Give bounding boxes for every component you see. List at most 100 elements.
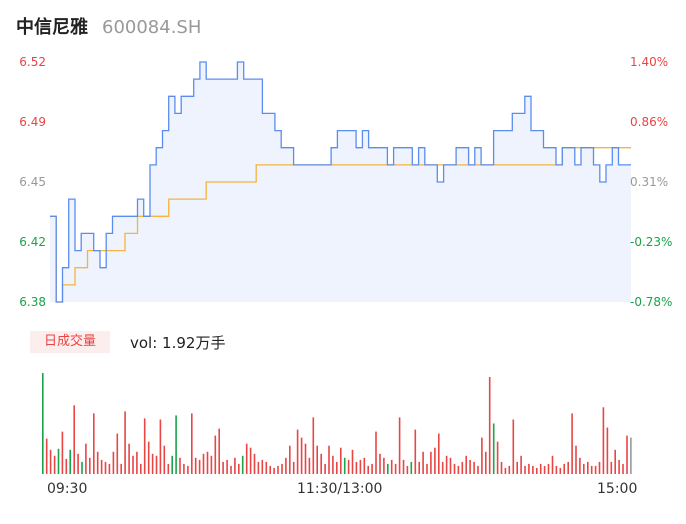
- volume-bar: [304, 443, 307, 474]
- volume-bar: [218, 428, 220, 475]
- stock-code: 600084.SH: [102, 17, 202, 38]
- volume-bar: [42, 373, 44, 474]
- stock-name: 中信尼雅: [16, 17, 88, 38]
- volume-bar: [328, 445, 330, 474]
- volume-bar: [308, 457, 311, 474]
- volume-bar: [343, 457, 346, 474]
- price-line: [50, 61, 631, 303]
- volume-bar: [398, 417, 401, 474]
- volume-bar: [512, 419, 515, 474]
- volume-bar: [618, 459, 620, 474]
- volume-bar: [539, 463, 542, 474]
- volume-bar: [89, 457, 91, 474]
- volume-bar: [626, 435, 628, 474]
- volume-bar: [45, 438, 48, 474]
- volume-bar: [202, 453, 205, 474]
- volume-bar: [445, 455, 448, 474]
- volume-bar: [143, 418, 146, 474]
- volume-bar: [269, 465, 271, 474]
- volume-bar: [147, 441, 150, 474]
- volume-bar: [367, 465, 369, 474]
- volume-bar: [253, 453, 256, 474]
- volume-bar: [579, 457, 581, 474]
- volume-bar: [281, 463, 283, 474]
- volume-bar: [210, 455, 213, 474]
- volume-bar: [630, 437, 632, 474]
- volume-bar: [124, 411, 126, 474]
- volume-bar: [296, 429, 299, 474]
- volume-bar: [602, 407, 605, 474]
- volume-bar: [536, 467, 538, 474]
- volume-bar: [449, 457, 452, 474]
- volume-bar: [394, 463, 397, 474]
- volume-bar: [69, 449, 71, 474]
- volume-bar: [187, 465, 189, 474]
- volume-bar: [249, 447, 252, 474]
- volume-bar: [261, 459, 264, 474]
- volume-bar: [120, 463, 122, 474]
- volume-bar: [128, 443, 130, 474]
- volume-bar: [520, 455, 522, 474]
- volume-bar: [504, 467, 507, 474]
- volume-bar: [559, 467, 562, 474]
- x-tick-close: 15:00: [597, 481, 638, 497]
- volume-bar: [379, 453, 381, 474]
- volume-bar: [547, 463, 550, 474]
- volume-label: vol: 1.92万手: [130, 334, 226, 352]
- volume-bar: [265, 461, 268, 474]
- volume-bar: [167, 463, 170, 474]
- volume-bars: [42, 373, 632, 475]
- y-left-tick: 6.49: [19, 115, 46, 129]
- volume-bar: [289, 445, 291, 474]
- volume-bar: [508, 465, 511, 474]
- volume-bar: [528, 463, 530, 474]
- volume-bar: [214, 435, 217, 474]
- volume-bar: [469, 459, 471, 474]
- volume-bar: [438, 433, 440, 474]
- volume-bar: [116, 433, 119, 474]
- volume-bar: [488, 377, 491, 474]
- volume-bar: [371, 463, 373, 474]
- volume-bar: [563, 463, 565, 474]
- volume-bar: [477, 465, 479, 474]
- volume-bar: [316, 445, 318, 474]
- volume-bar: [324, 463, 326, 474]
- volume-bar: [610, 461, 613, 474]
- volume-bar: [598, 461, 601, 474]
- volume-bar: [73, 405, 75, 474]
- volume-bar: [112, 451, 115, 474]
- volume-bar: [461, 461, 464, 474]
- volume-bar: [245, 443, 248, 474]
- volume-bar: [402, 459, 405, 474]
- volume-bar: [410, 461, 413, 474]
- volume-bar: [104, 461, 107, 474]
- volume-bar: [163, 445, 166, 474]
- volume-bar: [571, 413, 573, 474]
- volume-bar: [108, 463, 111, 474]
- volume-bar: [159, 419, 162, 474]
- volume-bar: [257, 461, 260, 474]
- volume-bar: [387, 463, 389, 474]
- volume-bar: [434, 447, 436, 474]
- volume-bar: [277, 465, 279, 474]
- volume-bar: [473, 461, 475, 474]
- y-right-tick: 0.31%: [630, 175, 669, 189]
- volume-bar: [492, 423, 495, 474]
- y-left-tick: 6.45: [19, 175, 46, 189]
- volume-bar: [53, 455, 56, 474]
- volume-bar: [524, 465, 526, 474]
- x-tick-open: 09:30: [47, 481, 88, 497]
- volume-bar: [241, 455, 244, 474]
- volume-bar: [543, 465, 546, 474]
- header: 中信尼雅 600084.SH: [16, 13, 201, 39]
- volume-bar: [575, 445, 577, 474]
- volume-bar: [567, 461, 569, 474]
- x-tick-midday: 11:30/13:00: [297, 481, 383, 497]
- volume-bar: [140, 463, 142, 474]
- volume-bar: [422, 451, 424, 474]
- y-left-tick: 6.42: [19, 235, 46, 249]
- volume-badge: 日成交量: [30, 331, 110, 353]
- volume-bar: [206, 451, 209, 474]
- volume-bar: [614, 449, 616, 474]
- volume-bar: [496, 441, 499, 474]
